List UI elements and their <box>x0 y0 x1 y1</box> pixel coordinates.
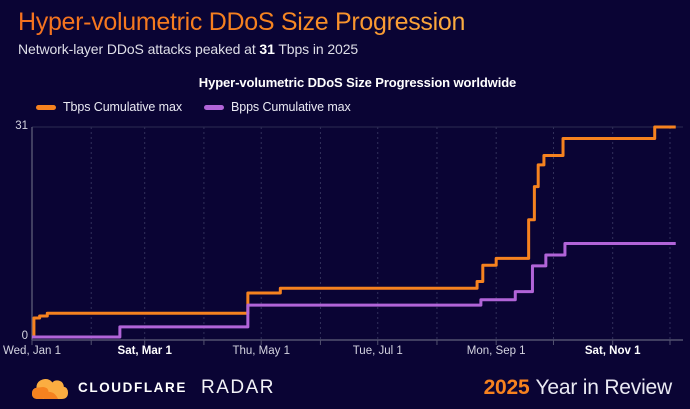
review-tagline: Year in Review <box>535 375 673 399</box>
review-year: 2025 <box>483 375 530 399</box>
product-name: RADAR <box>201 376 276 398</box>
year-in-review: 2025 Year in Review <box>483 375 673 400</box>
legend-item-bpps[interactable]: Bpps Cumulative max <box>203 100 351 114</box>
page-title: Hyper-volumetric DDoS Size Progression <box>18 8 466 36</box>
tbps-step-line <box>32 125 676 339</box>
tbps-series-swatch <box>36 104 56 110</box>
bpps-series-swatch <box>203 104 224 110</box>
subtitle-peak-value: 31 <box>259 41 275 57</box>
x-tick-label: Tue, Jul 1 <box>352 345 403 357</box>
subtitle-suffix: Tbps in 2025 <box>274 41 359 57</box>
x-tick-label: Sat, Nov 1 <box>584 345 641 357</box>
x-tick-label: Thu, May 1 <box>232 345 290 357</box>
y-tick-label: 0 <box>21 330 28 342</box>
x-tick-label: Mon, Sep 1 <box>466 345 526 357</box>
legend-label-bpps: Bpps Cumulative max <box>230 100 351 114</box>
y-tick-label: 31 <box>15 120 28 132</box>
footer: CLOUDFLARE RADAR 2025 Year in Review <box>0 366 690 409</box>
x-tick-label: Sat, Mar 1 <box>117 345 172 357</box>
brand-block: CLOUDFLARE RADAR <box>30 375 275 401</box>
brand-name: CLOUDFLARE <box>78 380 187 395</box>
legend-label-tbps: Tbps Cumulative max <box>63 100 182 114</box>
chart-legend: Tbps Cumulative max Bpps Cumulative max <box>36 100 351 114</box>
cloudflare-cloud-icon <box>32 378 68 399</box>
x-tick-label: Wed, Jan 1 <box>3 345 61 357</box>
chart-title: Hyper-volumetric DDoS Size Progression w… <box>198 75 517 90</box>
subtitle-prefix: Network-layer DDoS attacks peaked at <box>18 41 260 57</box>
legend-item-tbps[interactable]: Tbps Cumulative max <box>36 100 182 114</box>
bpps-step-line <box>32 242 676 339</box>
page-subtitle: Network-layer DDoS attacks peaked at 31 … <box>18 41 358 57</box>
